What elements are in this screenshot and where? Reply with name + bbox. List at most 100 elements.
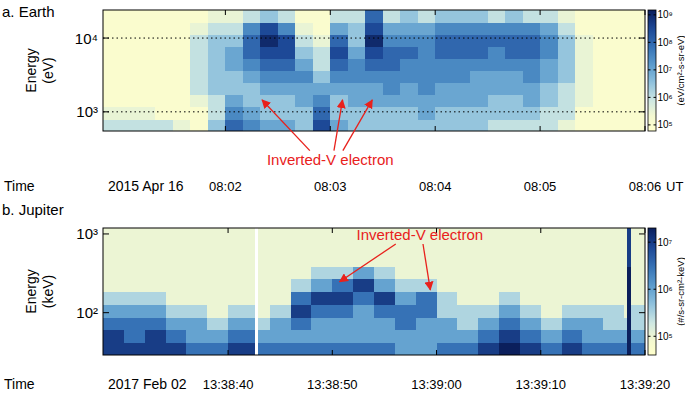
- grid-line: [103, 111, 645, 112]
- heatmap-cell: [610, 58, 628, 71]
- cells: [103, 10, 645, 131]
- heatmap-cell: [478, 279, 499, 292]
- heatmap-cell: [313, 95, 331, 108]
- heatmap-cell: [505, 83, 523, 96]
- heatmap-cell: [540, 70, 558, 83]
- heatmap-cell: [145, 317, 166, 330]
- heatmap-cell: [103, 317, 124, 330]
- heatmap-cell: [628, 46, 645, 59]
- heatmap-cell: [330, 70, 348, 83]
- heatmap-cell: [186, 304, 207, 317]
- heatmap-cell: [145, 228, 166, 241]
- x-tick-label: 08:03: [314, 179, 347, 194]
- heatmap-cell: [124, 279, 145, 292]
- heatmap-cell: [258, 304, 270, 317]
- heatmap-cell: [374, 266, 395, 279]
- colorbar: [648, 228, 656, 355]
- panel-0: 08:0208:0308:0408:0508:0610³10⁴a. EarthE…: [2, 3, 685, 194]
- heatmap-cell: [478, 253, 499, 266]
- heatmap-cell: [120, 46, 138, 59]
- heatmap-cell: [435, 58, 453, 71]
- heatmap-cell: [243, 34, 261, 47]
- heatmap-cell: [243, 119, 261, 131]
- heatmap-cell: [593, 83, 611, 96]
- colorbar-tick: [654, 14, 657, 15]
- heatmap-cell: [603, 304, 624, 317]
- heatmap-cell: [138, 10, 156, 23]
- heatmap-cell: [243, 10, 261, 23]
- panel-title: b. Jupiter: [2, 201, 64, 218]
- heatmap-cell: [383, 95, 401, 108]
- x-tick-label: 13:38:40: [203, 377, 254, 392]
- y-axis-label: (keV): [40, 275, 56, 308]
- heatmap-cell: [470, 34, 488, 47]
- heatmap-cell: [593, 46, 611, 59]
- heatmap-cell: [575, 107, 593, 120]
- heatmap-cell: [225, 119, 243, 131]
- x-tick: [332, 350, 333, 355]
- heatmap-cell: [365, 70, 383, 83]
- heatmap-cell: [348, 119, 366, 131]
- heatmap-cell: [138, 107, 156, 120]
- heatmap-cell: [418, 34, 436, 47]
- heatmap-cell: [541, 253, 562, 266]
- date-label: 2015 Apr 16: [108, 178, 184, 194]
- heatmap-cell: [437, 342, 458, 355]
- heatmap-cell: [103, 34, 121, 47]
- heatmap-cell: [520, 342, 541, 355]
- heatmap-cell: [575, 70, 593, 83]
- heatmap-cell: [249, 253, 255, 266]
- heatmap-cell: [155, 70, 173, 83]
- heatmap-cell: [435, 10, 453, 23]
- heatmap-cell: [332, 266, 353, 279]
- heatmap-cell: [348, 95, 366, 108]
- heatmap-cell: [627, 317, 632, 330]
- colorbar-tick-label: 10⁸: [658, 37, 673, 48]
- heatmap-cell: [457, 304, 478, 317]
- heatmap-cell: [145, 291, 166, 304]
- heatmap-cell: [395, 330, 416, 343]
- heatmap-cell: [278, 119, 296, 131]
- heatmap-cell: [505, 70, 523, 83]
- heatmap-cell: [258, 279, 270, 292]
- heatmap-cell: [437, 317, 458, 330]
- heatmap-cell: [313, 119, 331, 131]
- x-tick: [645, 10, 646, 15]
- heatmap-cell: [562, 279, 583, 292]
- x-tick-label: 13:39:20: [620, 377, 671, 392]
- heatmap-cell: [313, 83, 331, 96]
- heatmap-cell: [270, 266, 291, 279]
- heatmap-cell: [505, 107, 523, 120]
- heatmap-cell: [270, 253, 291, 266]
- heatmap-cell: [575, 34, 593, 47]
- heatmap-cell: [470, 95, 488, 108]
- annotation-text: Inverted-V electron: [356, 226, 483, 243]
- heatmap-cell: [243, 107, 261, 120]
- heatmap-cell: [627, 291, 632, 304]
- heatmap-cell: [523, 10, 541, 23]
- heatmap-cell: [395, 291, 416, 304]
- heatmap-cell: [145, 330, 166, 343]
- heatmap-cell: [186, 241, 207, 254]
- heatmap-cell: [186, 342, 207, 355]
- heatmap-cell: [270, 342, 291, 355]
- heatmap-cell: [416, 304, 437, 317]
- heatmap-cell: [575, 22, 593, 35]
- heatmap-cell: [488, 83, 506, 96]
- heatmap-cell: [400, 10, 418, 23]
- heatmap-cell: [348, 70, 366, 83]
- heatmap-cell: [249, 304, 255, 317]
- x-tick: [225, 10, 226, 15]
- heatmap-cell: [400, 70, 418, 83]
- heatmap-cell: [270, 228, 291, 241]
- heatmap-cell: [478, 342, 499, 355]
- heatmap-cell: [270, 317, 291, 330]
- heatmap-cell: [541, 317, 562, 330]
- heatmap-cell: [278, 107, 296, 120]
- heatmap-cell: [207, 291, 228, 304]
- heatmap-cell: [138, 95, 156, 108]
- heatmap-cell: [258, 228, 270, 241]
- heatmap-cell: [374, 253, 395, 266]
- x-tick-label: 13:39:10: [515, 377, 566, 392]
- heatmap-cell: [593, 70, 611, 83]
